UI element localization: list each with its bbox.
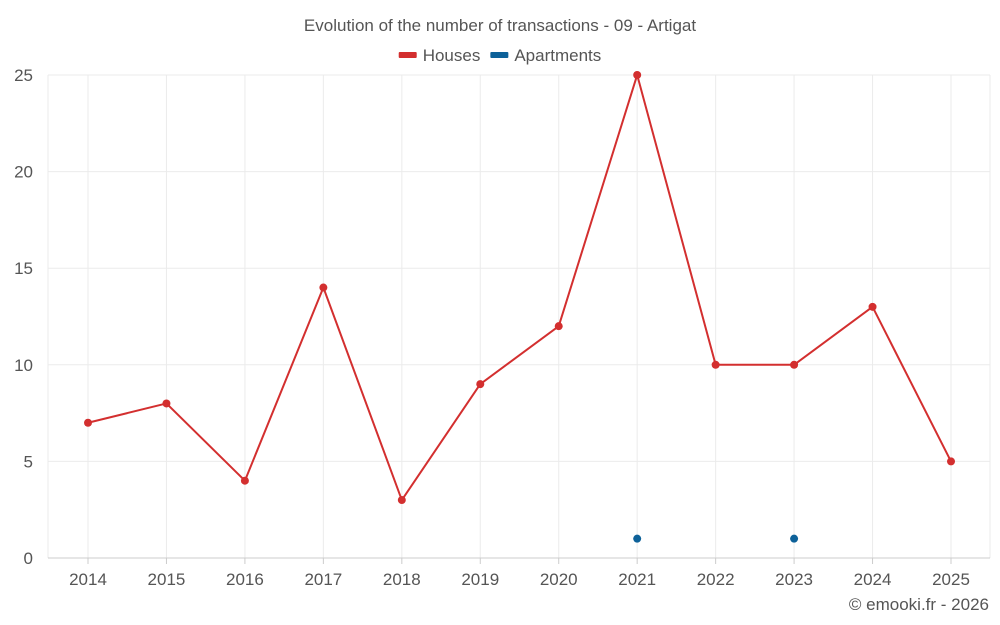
data-point-houses — [476, 380, 485, 389]
y-axis: 0 5 10 15 20 25 — [14, 66, 33, 568]
y-tick-label: 25 — [14, 66, 33, 85]
legend-label: Apartments — [514, 46, 601, 65]
data-point-apartments — [633, 534, 642, 543]
x-tick-label: 2018 — [383, 570, 421, 589]
x-tick-label: 2016 — [226, 570, 264, 589]
data-point-apartments — [790, 534, 799, 543]
x-tick-label: 2014 — [69, 570, 107, 589]
data-point-houses — [790, 360, 799, 369]
legend-swatch — [490, 52, 509, 58]
x-axis: 2014 2015 2016 2017 2018 2019 2020 2021 2022 2023… — [48, 557, 990, 589]
legend-swatch — [398, 52, 417, 58]
legend: Houses Apartments — [398, 46, 601, 65]
x-tick-label: 2015 — [148, 570, 186, 589]
legend-label: Houses — [423, 46, 481, 65]
data-point-houses — [711, 360, 720, 369]
y-tick-label: 15 — [14, 259, 33, 278]
legend-item-apartments: Apartments — [490, 46, 601, 65]
x-tick-label: 2025 — [932, 570, 970, 589]
x-tick-label: 2021 — [618, 570, 656, 589]
series-line-houses — [87, 74, 952, 502]
data-point-houses — [84, 418, 92, 427]
x-tick-label: 2020 — [540, 570, 578, 589]
x-tick-label: 2017 — [304, 570, 342, 589]
chart-title: Evolution of the number of transactions … — [304, 16, 696, 35]
y-tick-label: 0 — [24, 549, 33, 568]
y-tick-label: 20 — [14, 163, 33, 182]
y-tick-label: 10 — [14, 356, 33, 375]
data-point-houses — [240, 476, 249, 485]
data-point-houses — [397, 496, 406, 505]
grid — [47, 74, 991, 558]
y-tick-label: 5 — [24, 452, 33, 471]
x-tick-label: 2024 — [854, 570, 892, 589]
data-point-houses — [868, 302, 877, 311]
data-point-houses — [319, 283, 328, 292]
series-layer — [84, 71, 955, 543]
x-tick-label: 2023 — [775, 570, 813, 589]
data-point-houses — [554, 322, 563, 331]
x-tick-label: 2022 — [697, 570, 735, 589]
footer-credit: © emooki.fr - 2026 — [849, 595, 989, 614]
x-tick-label: 2019 — [461, 570, 499, 589]
data-point-houses — [162, 399, 171, 408]
data-point-houses — [947, 457, 955, 466]
legend-item-houses: Houses — [398, 46, 481, 65]
data-point-houses — [633, 71, 642, 79]
